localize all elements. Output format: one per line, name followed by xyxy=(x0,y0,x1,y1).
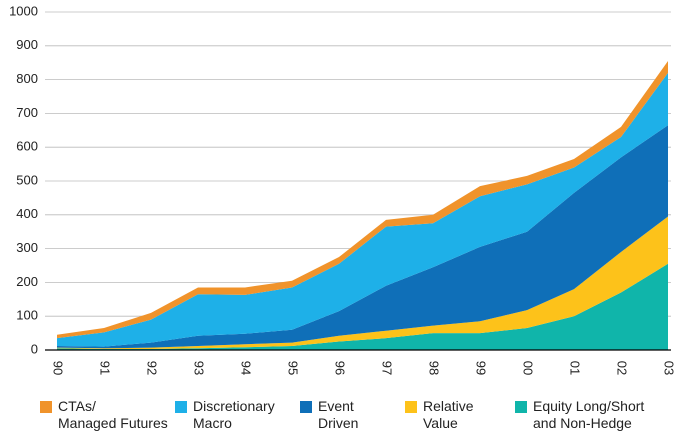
x-tick-label: 91 xyxy=(98,361,113,375)
legend-item: Equity Long/Short and Non-Hedge xyxy=(515,398,675,438)
x-tick-label: 01 xyxy=(568,361,583,375)
x-tick-label: 94 xyxy=(239,361,254,375)
legend-swatch xyxy=(300,401,312,413)
legend-item: CTAs/ Managed Futures xyxy=(40,398,175,438)
y-tick-label: 0 xyxy=(31,341,38,356)
y-tick-label: 200 xyxy=(16,274,38,289)
y-tick-label: 800 xyxy=(16,71,38,86)
legend-label: Relative Value xyxy=(423,398,474,431)
area xyxy=(57,263,668,350)
area xyxy=(57,125,668,349)
y-tick-label: 100 xyxy=(16,308,38,323)
x-tick-label: 96 xyxy=(333,361,348,375)
x-tick-label: 03 xyxy=(662,361,675,375)
x-tick-label: 02 xyxy=(615,361,630,375)
x-tick-label: 00 xyxy=(521,361,536,375)
legend-label: Equity Long/Short and Non-Hedge xyxy=(533,398,645,431)
legend-swatch xyxy=(405,401,417,413)
x-tick-label: 90 xyxy=(51,361,66,375)
y-tick-label: 500 xyxy=(16,172,38,187)
legend-swatch xyxy=(40,401,52,413)
legend-label: CTAs/ Managed Futures xyxy=(58,398,168,431)
x-tick-label: 98 xyxy=(427,361,442,375)
y-tick-label: 400 xyxy=(16,206,38,221)
y-tick-label: 900 xyxy=(16,37,38,52)
legend-item: Discretionary Macro xyxy=(175,398,300,438)
legend-label: Discretionary Macro xyxy=(193,398,275,431)
legend-swatch xyxy=(175,401,187,413)
y-tick-label: 700 xyxy=(16,105,38,120)
x-tick-label: 95 xyxy=(286,361,301,375)
area xyxy=(57,216,668,349)
y-tick-label: 1000 xyxy=(9,3,38,18)
x-tick-label: 92 xyxy=(145,361,160,375)
x-tick-label: 99 xyxy=(474,361,489,375)
legend-swatch xyxy=(515,401,527,413)
x-tick-label: 93 xyxy=(192,361,207,375)
legend-item: Event Driven xyxy=(300,398,405,438)
legend: CTAs/ Managed Futures Discretionary Macro… xyxy=(40,398,675,438)
legend-item: Relative Value xyxy=(405,398,515,438)
legend-label: Event Driven xyxy=(318,398,359,431)
area xyxy=(57,72,668,347)
y-tick-label: 300 xyxy=(16,240,38,255)
x-tick-label: 97 xyxy=(380,361,395,375)
y-tick-label: 600 xyxy=(16,139,38,154)
